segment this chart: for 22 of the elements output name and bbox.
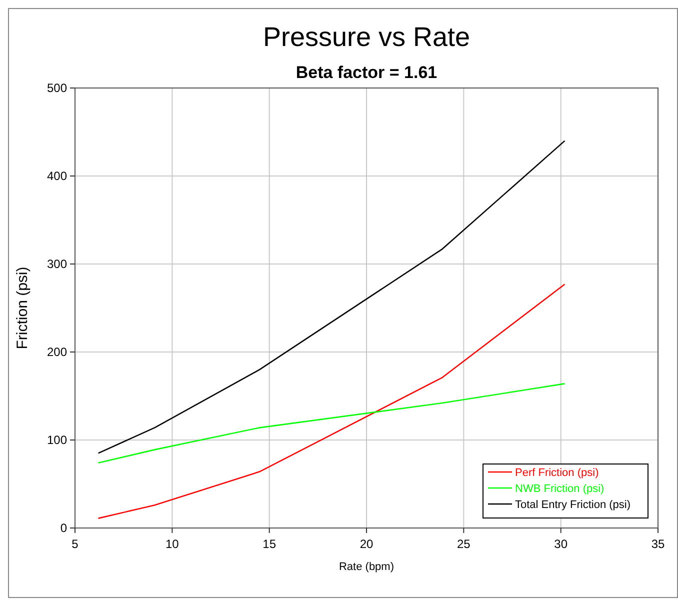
- y-tick-label: 400: [46, 169, 68, 183]
- x-tick-label: 25: [456, 537, 471, 551]
- y-axis-title: Friction (psi): [14, 266, 31, 350]
- x-tick-label: 35: [651, 537, 665, 551]
- x-tick-label: 20: [360, 537, 374, 551]
- chart-title: Pressure vs Rate: [262, 22, 470, 52]
- legend-label: NWB Friction (psi): [515, 483, 604, 495]
- legend-label: Perf Friction (psi): [515, 467, 599, 479]
- y-tick-label: 0: [60, 521, 68, 535]
- x-tick-label: 15: [262, 537, 276, 551]
- x-tick-label: 5: [72, 537, 79, 551]
- x-axis-title: Rate (bpm): [338, 561, 394, 573]
- line-series: [98, 383, 566, 464]
- chart-subtitle: Beta factor = 1.61: [296, 63, 438, 82]
- y-tick-label: 300: [46, 257, 68, 271]
- y-tick-label: 500: [46, 81, 68, 95]
- line-series: [98, 140, 566, 454]
- y-tick-label: 100: [46, 433, 68, 447]
- legend-label: Total Entry Friction (psi): [515, 499, 631, 511]
- x-tick-label: 10: [165, 537, 180, 551]
- x-tick-label: 30: [554, 537, 568, 551]
- y-tick-label: 200: [46, 345, 68, 359]
